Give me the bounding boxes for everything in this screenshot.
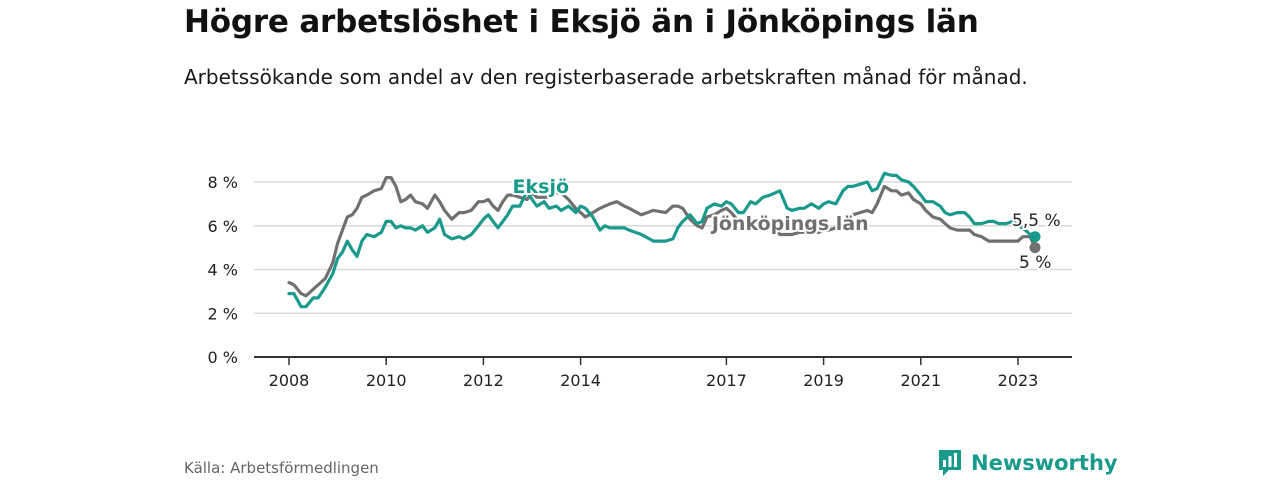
series-line-jonkoping <box>287 176 1037 298</box>
brand-logo[interactable]: Newsworthy <box>937 448 1118 478</box>
x-tick-label: 2019 <box>803 371 844 390</box>
x-tick-label: 2021 <box>900 371 941 390</box>
series-label-jonkoping: Jönköpings län <box>710 213 869 235</box>
y-tick-label: 0 % <box>208 348 238 367</box>
y-tick-label: 4 % <box>208 261 238 280</box>
x-tick-label: 2008 <box>269 371 310 390</box>
bar-chart-icon <box>939 450 961 476</box>
chart-title: Högre arbetslöshet i Eksjö än i Jönköpin… <box>184 4 979 40</box>
x-tick-label: 2010 <box>366 371 407 390</box>
end-label-eksjo: 5,5 % <box>1012 211 1061 231</box>
brand-name: Newsworthy <box>971 451 1118 475</box>
y-tick-label: 2 % <box>208 304 238 323</box>
y-tick-label: 8 % <box>208 173 238 192</box>
end-label-jonkoping: 5 % <box>1019 253 1051 273</box>
y-tick-label: 6 % <box>208 217 238 236</box>
end-point-eksjo <box>1029 231 1041 243</box>
end-point-jonkoping <box>1029 242 1041 254</box>
x-tick-label: 2012 <box>463 371 504 390</box>
x-tick-label: 2023 <box>998 371 1039 390</box>
series-line-eksjo <box>287 171 1037 309</box>
x-tick-label: 2017 <box>706 371 747 390</box>
x-tick-label: 2014 <box>560 371 601 390</box>
chart-subtitle: Arbetssökande som andel av den registerb… <box>184 65 1028 89</box>
source-note: Källa: Arbetsförmedlingen <box>184 459 379 477</box>
series-label-eksjo: Eksjö <box>513 176 570 198</box>
